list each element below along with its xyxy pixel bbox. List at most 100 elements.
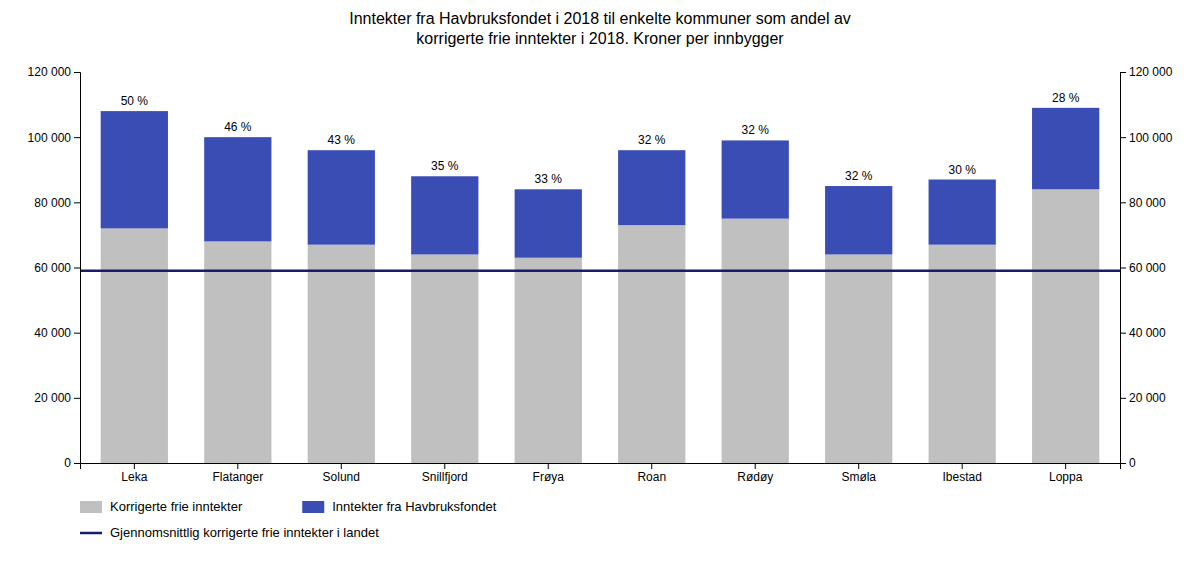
legend: Korrigerte frie inntekter Inntekter fra H… — [80, 499, 497, 540]
legend-label: Gjennomsnittlig korrigerte frie inntekte… — [110, 525, 379, 540]
tick-mark — [74, 398, 80, 399]
tick-label: 20 000 — [1129, 391, 1166, 405]
legend-swatch — [80, 532, 102, 535]
tick: 20 000 — [34, 391, 80, 405]
axis-line — [1121, 73, 1127, 464]
data-label: 43 % — [328, 133, 356, 147]
axis-y2ticks: 0 20 000 40 000 60 000 80 000 100 000 120 000 — [1120, 65, 1173, 470]
tick: Leka — [121, 463, 147, 484]
average-line — [80, 270, 1120, 273]
tick: Loppa — [1049, 463, 1083, 484]
bar — [411, 176, 478, 254]
tick: 0 — [1120, 456, 1136, 470]
legend-item: Inntekter fra Havbruksfondet — [302, 499, 496, 514]
tick: Flatanger — [212, 463, 263, 484]
data-label: 28 % — [1052, 91, 1080, 105]
series-1 — [101, 108, 1100, 258]
tick-label: 80 000 — [1129, 196, 1166, 210]
title: Inntekter fra Havbruksfondet i 2018 til … — [349, 10, 851, 47]
tick: 60 000 — [1120, 261, 1166, 275]
data-label: 30 % — [949, 163, 977, 177]
data-label: 32 % — [845, 169, 873, 183]
marks — [80, 108, 1120, 463]
tick-label: 100 000 — [1129, 131, 1173, 145]
tick: Rødøy — [737, 463, 773, 484]
data-label: 33 % — [535, 172, 563, 186]
tick: 0 — [64, 456, 80, 470]
data-label: 50 % — [121, 94, 149, 108]
data-label: 32 % — [638, 133, 666, 147]
tick-mark — [755, 463, 756, 469]
bar — [204, 137, 271, 241]
tick-label: Roan — [637, 470, 666, 484]
tick-mark — [1120, 202, 1126, 203]
tick-label: 40 000 — [1129, 326, 1166, 340]
tick-label: 0 — [1129, 456, 1136, 470]
tick-mark — [1120, 72, 1126, 73]
tick-mark — [1120, 333, 1126, 334]
data-label: 35 % — [431, 159, 459, 173]
tick: 100 000 — [28, 131, 80, 145]
tick-label: 20 000 — [34, 391, 71, 405]
tick-mark — [74, 463, 80, 464]
tick-mark — [1065, 463, 1066, 469]
data-label: 46 % — [224, 120, 252, 134]
tick: 60 000 — [34, 261, 80, 275]
tick-label: 120 000 — [1129, 65, 1173, 79]
tick-mark — [74, 137, 80, 138]
tick: Roan — [637, 463, 666, 484]
bar — [929, 245, 996, 463]
data-labels: 50 % 46 % 43 % 35 % 33 % 32 % 32 % 32 % 30 % 28 % — [121, 91, 1080, 186]
tick-label: Rødøy — [737, 470, 773, 484]
data-label: 32 % — [742, 123, 770, 137]
tick-mark — [444, 463, 445, 469]
tick-mark — [74, 202, 80, 203]
bar — [411, 254, 478, 463]
bar — [308, 245, 375, 463]
tick: 20 000 — [1120, 391, 1166, 405]
bar — [929, 180, 996, 245]
legend-label: Inntekter fra Havbruksfondet — [332, 499, 496, 514]
bar — [722, 219, 789, 463]
bar — [1032, 108, 1099, 189]
tick-label: Loppa — [1049, 470, 1083, 484]
tick-label: 100 000 — [28, 131, 72, 145]
tick: 40 000 — [34, 326, 80, 340]
tick: 40 000 — [1120, 326, 1166, 340]
tick: Snillfjord — [422, 463, 468, 484]
bar — [515, 189, 582, 257]
tick-mark — [134, 463, 135, 469]
tick-mark — [548, 463, 549, 469]
tick: 80 000 — [1120, 196, 1166, 210]
tick: 120 000 — [1120, 65, 1173, 79]
tick: Solund — [323, 463, 360, 484]
tick-label: Snillfjord — [422, 470, 468, 484]
bar — [1032, 189, 1099, 463]
tick-label: Leka — [121, 470, 147, 484]
tick-mark — [962, 463, 963, 469]
tick-label: 40 000 — [34, 326, 71, 340]
axis-line — [81, 464, 1121, 470]
tick-mark — [341, 463, 342, 469]
tick: Frøya — [533, 463, 565, 484]
axis-yticks: 0 20 000 40 000 60 000 80 000 100 000 120 000 — [28, 65, 81, 470]
legend-label: Korrigerte frie inntekter — [110, 499, 243, 514]
tick-label: Ibestad — [943, 470, 982, 484]
tick-label: Frøya — [533, 470, 565, 484]
axis-line — [74, 73, 81, 464]
bar — [722, 140, 789, 218]
bar — [825, 186, 892, 254]
tick-mark — [74, 268, 80, 269]
legend-item: Gjennomsnittlig korrigerte frie inntekte… — [80, 525, 379, 540]
legend-swatch — [80, 501, 102, 513]
tick-mark — [237, 463, 238, 469]
bar — [101, 111, 168, 228]
chart: 50 % 46 % 43 % 35 % 33 % 32 % 32 % 32 % 30 % 28 %… — [0, 0, 1200, 563]
tick-mark — [1120, 398, 1126, 399]
bar — [204, 241, 271, 463]
tick: Smøla — [841, 463, 876, 484]
tick: 80 000 — [34, 196, 80, 210]
legend-item: Korrigerte frie inntekter — [80, 499, 243, 514]
tick-label: 120 000 — [28, 65, 72, 79]
plot: 50 % 46 % 43 % 35 % 33 % 32 % 32 % 32 % 30 % 28 %… — [28, 65, 1173, 483]
